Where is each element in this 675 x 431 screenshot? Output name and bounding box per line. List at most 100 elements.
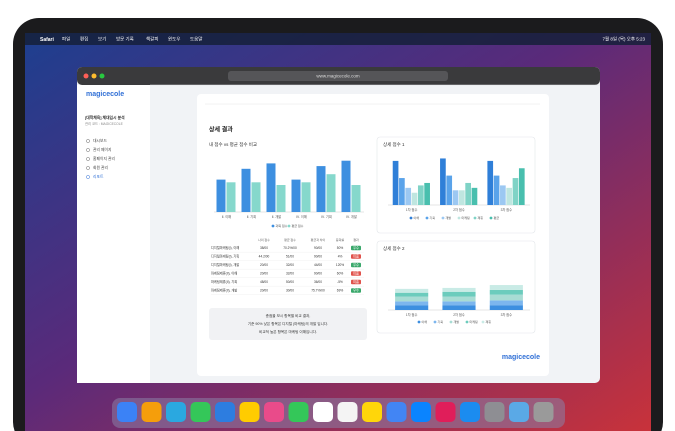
dock-icon[interactable] [386, 402, 407, 422]
url[interactable]: www.magicecole.com [316, 74, 360, 79]
legend-label: 개발 [454, 319, 460, 324]
bar [301, 182, 311, 212]
close-button[interactable] [83, 73, 89, 79]
table-cell: 4% [338, 254, 343, 258]
dock-icon[interactable] [239, 402, 260, 422]
table-cell: 50% [337, 246, 344, 250]
menu-item[interactable]: 책갈피 [146, 36, 158, 43]
sidebar-title: [대학체육] 체대입시 분석 [85, 115, 125, 120]
dock-icon[interactable] [411, 402, 431, 422]
table-cell: 70.2%/00 [283, 246, 297, 250]
sidebar-code: 관리 코드 : MAGICECOLE [85, 121, 124, 126]
chart-title: 내 점수 vs 평균 점수 비교 [209, 141, 257, 148]
table-header: 결과 [353, 237, 359, 242]
table-cell: 38/00 [260, 246, 268, 250]
dock-icon[interactable] [141, 402, 162, 422]
sidebar-item[interactable]: 회원 관리 [93, 165, 108, 170]
sidebar-item[interactable]: 홈페이지 관리 [93, 156, 115, 161]
x-tick-label: 2차 점수 [453, 312, 465, 317]
legend-swatch [433, 320, 437, 324]
bar [316, 166, 326, 212]
bar-segment [395, 301, 429, 306]
table-cell: 69% [337, 288, 344, 292]
dock-icon[interactable] [313, 402, 333, 422]
bar-segment [489, 305, 523, 310]
legend-label: 기획 [430, 215, 436, 220]
dock-icon[interactable] [166, 402, 186, 422]
bar [251, 182, 261, 212]
dock-icon[interactable] [435, 402, 456, 422]
legend-swatch [287, 224, 291, 228]
menu-icon [86, 157, 90, 161]
dock-icon[interactable] [117, 402, 137, 422]
status-badge [351, 262, 361, 268]
table-cell: 60% [337, 271, 344, 275]
dock-icon[interactable] [533, 402, 554, 422]
table-cell: 90/00 [314, 271, 322, 275]
menu-item[interactable]: 윈도우 [168, 36, 180, 43]
legend-swatch [449, 320, 453, 324]
zoom-button[interactable] [99, 73, 105, 79]
x-tick-label: Ⅳ. 기획 [321, 214, 332, 219]
legend-swatch [425, 216, 429, 220]
table-cell: 90/00 [314, 246, 322, 250]
minimize-button[interactable] [91, 73, 97, 79]
table-cell: 32/00 [286, 271, 294, 275]
table-header: 평균 점수 [284, 237, 296, 242]
dock-icon[interactable] [484, 402, 505, 422]
x-tick-label: Ⅳ. 이해 [296, 214, 307, 219]
bar-segment [395, 292, 429, 297]
table-cell: 44.2/00 [259, 254, 270, 258]
table-cell: 20/00 [260, 271, 268, 275]
table-cell: 48/00 [260, 280, 268, 284]
address-bar[interactable] [228, 71, 448, 81]
menu-item[interactable]: 편집 [80, 36, 88, 42]
sidebar-item[interactable]: 리포트 [93, 174, 104, 179]
status-badge [351, 271, 361, 276]
menu-item[interactable]: 도움말 [190, 36, 202, 42]
x-tick-label: Ⅳ. 개발 [346, 214, 357, 219]
x-tick-label: Ⅱ. 기획 [247, 214, 256, 219]
bar [411, 192, 418, 205]
dock-icon[interactable] [190, 402, 211, 422]
legend-swatch [457, 216, 461, 220]
sidebar [77, 85, 150, 383]
bar [452, 190, 459, 205]
dock-icon[interactable] [264, 402, 284, 422]
table-cell: 우수 [353, 245, 359, 250]
menu-app[interactable]: Safari [40, 37, 55, 43]
table-cell: 미흡 [353, 279, 359, 284]
dock-icon[interactable] [509, 402, 529, 422]
sidebar-item[interactable]: 관리 페이지 [93, 147, 112, 152]
table-cell: 32/00 [286, 263, 294, 267]
bar-segment [442, 287, 476, 292]
sidebar-item[interactable]: 대시보드 [93, 138, 107, 143]
dock-icon[interactable] [215, 402, 235, 422]
chart-title: 상세 점수 2 [383, 245, 405, 252]
bar [518, 168, 525, 205]
bar [216, 179, 226, 212]
dock-icon[interactable] [288, 402, 309, 422]
menu-icon [86, 148, 90, 152]
dock-icon[interactable] [362, 402, 382, 422]
bar [471, 187, 478, 205]
sidebar-logo[interactable]: magicecole [86, 91, 124, 98]
menu-item[interactable]: 보기 [98, 36, 106, 43]
table-cell: 36/00 [314, 280, 322, 284]
bar-segment [442, 301, 476, 306]
bar [440, 158, 446, 205]
menu-item[interactable]: 파일 [62, 36, 70, 43]
legend-label: 평균 점수 [292, 223, 304, 228]
x-tick-label: 3차 점수 [501, 312, 513, 317]
dock-icon[interactable] [460, 402, 480, 422]
table-cell: -5% [337, 280, 343, 284]
dock-icon[interactable] [337, 402, 358, 422]
bar-segment [442, 296, 476, 302]
bar-segment [489, 289, 523, 295]
bar [487, 160, 494, 205]
table-cell: 51/00 [286, 254, 294, 258]
menu-item[interactable]: 방문 기록 [116, 36, 134, 43]
legend-swatch [409, 216, 413, 220]
x-tick-label: Ⅱ. 개발 [272, 214, 281, 219]
chart-title: 상세 점수 1 [383, 141, 405, 148]
